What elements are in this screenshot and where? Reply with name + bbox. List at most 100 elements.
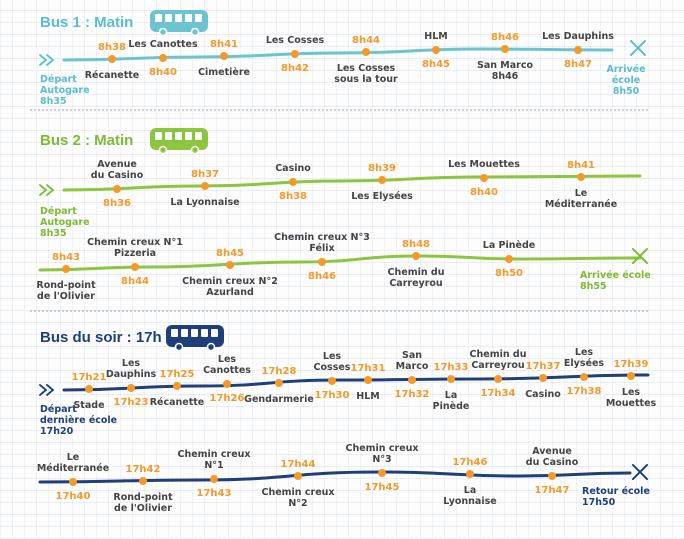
bus-window bbox=[211, 329, 218, 337]
bus-wheel bbox=[190, 145, 200, 155]
line-title: Bus 2 : Matin bbox=[40, 132, 133, 149]
stop-name: Les Elysées bbox=[351, 191, 413, 202]
stop-time: 17h39 bbox=[614, 359, 649, 370]
stop-time: 17h38 bbox=[567, 386, 602, 397]
stop-name: Les Elysées bbox=[564, 347, 604, 369]
stop-name: Le Méditerranée bbox=[37, 452, 109, 474]
stop-name: Les Cosses bbox=[266, 35, 325, 46]
stop-dot bbox=[62, 265, 70, 273]
stop-time: 17h42 bbox=[126, 464, 161, 475]
bus-window bbox=[195, 14, 202, 22]
end-label: Arrivée école 8h55 bbox=[580, 270, 651, 292]
stop-time: 8h45 bbox=[422, 59, 450, 70]
stop-name: Gendarmerie bbox=[244, 394, 314, 405]
bus-window bbox=[155, 132, 162, 140]
route-line bbox=[62, 373, 650, 392]
stop-time: 17h26 bbox=[210, 393, 245, 404]
stop-time: 17h33 bbox=[434, 362, 469, 373]
bus-wheel bbox=[190, 27, 200, 37]
bus-wheel bbox=[158, 27, 168, 37]
stop-dot bbox=[159, 54, 167, 62]
stop-time: 8h39 bbox=[368, 163, 396, 174]
stop-time: 17h28 bbox=[262, 366, 297, 377]
stop-name: La Pinède bbox=[433, 390, 470, 412]
route-line bbox=[38, 254, 642, 272]
stop-dot bbox=[220, 52, 228, 60]
stop-time: 17h23 bbox=[114, 397, 149, 408]
stop-time: 17h45 bbox=[365, 482, 400, 493]
stop-dot bbox=[201, 182, 209, 190]
double-chevron-icon bbox=[39, 184, 55, 196]
stop-dot bbox=[627, 372, 635, 380]
bus-window bbox=[175, 132, 182, 140]
bus-window bbox=[185, 132, 192, 140]
stop-time: 8h46 bbox=[308, 271, 336, 282]
stop-dot bbox=[432, 46, 440, 54]
end-label: Arrivée école 8h50 bbox=[606, 64, 645, 97]
stop-name: Avenue du Casino bbox=[91, 159, 144, 181]
bus-wheel bbox=[206, 342, 216, 352]
end-label: Retour école 17h50 bbox=[582, 486, 650, 508]
stop-name: Chemin du Carreyrou bbox=[388, 267, 445, 289]
stop-name: HLM bbox=[424, 31, 447, 42]
stop-time: 17h43 bbox=[197, 488, 232, 499]
stop-name: San Marco 8h46 bbox=[477, 60, 534, 82]
stop-name: La Lyonnaise bbox=[443, 485, 496, 507]
stop-time: 8h48 bbox=[402, 239, 430, 250]
stop-name: Les Dauphins bbox=[106, 358, 157, 380]
stop-time: 8h45 bbox=[216, 248, 244, 259]
bus-window bbox=[191, 329, 198, 337]
stop-name: Récanette bbox=[85, 70, 140, 81]
stop-time: 17h30 bbox=[315, 390, 350, 401]
stop-dot bbox=[328, 377, 336, 385]
stop-time: 8h47 bbox=[564, 59, 592, 70]
stop-time: 17h40 bbox=[56, 491, 91, 502]
stop-name: Chemin creux N°2 bbox=[261, 487, 334, 509]
stop-name: Les Mouettes bbox=[448, 159, 520, 170]
cross-icon bbox=[630, 40, 646, 56]
stop-dot bbox=[494, 375, 502, 383]
bus-window bbox=[175, 14, 182, 22]
stop-time: 8h40 bbox=[149, 67, 177, 78]
stop-name: La Pinède bbox=[483, 240, 535, 251]
double-chevron-icon bbox=[39, 54, 55, 66]
stop-dot bbox=[574, 46, 582, 54]
bus-icon bbox=[150, 10, 208, 37]
bus-wheel bbox=[158, 145, 168, 155]
bus-window bbox=[195, 132, 202, 140]
stop-dot bbox=[69, 478, 77, 486]
stop-time: 8h38 bbox=[98, 42, 126, 53]
stop-time: 8h43 bbox=[52, 252, 80, 263]
stop-dot bbox=[466, 470, 474, 478]
stop-time: 17h32 bbox=[395, 389, 430, 400]
stop-time: 8h40 bbox=[470, 187, 498, 198]
stop-name: HLM bbox=[356, 391, 379, 402]
stop-time: 8h46 bbox=[491, 32, 519, 43]
stop-time: 8h50 bbox=[495, 268, 523, 279]
stop-time: 8h44 bbox=[352, 35, 380, 46]
bus-icon bbox=[150, 128, 208, 155]
stop-dot bbox=[539, 374, 547, 382]
stop-name: Récanette bbox=[150, 397, 205, 408]
stop-name: Stade bbox=[73, 400, 104, 411]
stop-dot bbox=[501, 45, 509, 53]
stop-name: Rond-point de l'Olivier bbox=[113, 492, 173, 514]
bus-window bbox=[171, 329, 178, 337]
stop-time: 17h46 bbox=[453, 457, 488, 468]
stop-time: 17h31 bbox=[351, 363, 386, 374]
stop-dot bbox=[226, 261, 234, 269]
stop-name: Les Canottes bbox=[203, 354, 251, 376]
stop-name: Le Méditerranée bbox=[545, 188, 617, 210]
stop-name: Chemin creux N°3 bbox=[345, 443, 418, 465]
stop-name: Les Canottes bbox=[128, 39, 198, 50]
bus-icon bbox=[166, 325, 224, 352]
stop-name: Chemin creux N°1 Pizzeria bbox=[87, 237, 183, 259]
stop-name: Chemin creux N°1 bbox=[177, 449, 250, 471]
route-line bbox=[62, 47, 614, 62]
stop-dot bbox=[113, 185, 121, 193]
stop-dot bbox=[447, 375, 455, 383]
stop-name: Les Mouettes bbox=[606, 387, 657, 409]
stop-dot bbox=[127, 384, 135, 392]
bus-window bbox=[165, 14, 172, 22]
